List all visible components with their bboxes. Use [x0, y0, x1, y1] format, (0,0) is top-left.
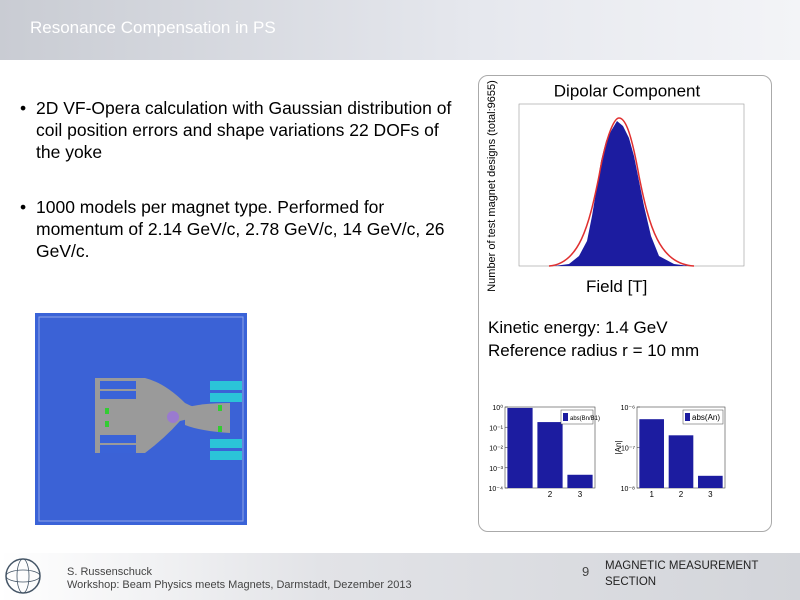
x-tick-label: 1 [649, 490, 654, 498]
y-axis-label: Number of test magnet designs (total:965… [486, 80, 498, 292]
y-tick-label: 10⁰ [492, 404, 503, 412]
y-tick-label: 10⁻¹ [489, 425, 503, 432]
page-number: 9 [582, 564, 590, 579]
bullet: 1000 models per magnet type. Performed f… [18, 196, 456, 262]
histogram-figure: Dipolar Component Number of test magnet … [486, 80, 745, 292]
legend-box [560, 409, 594, 425]
y-tick-label: 10⁻⁴ [489, 486, 504, 493]
bar [639, 419, 664, 488]
legend-label: abs(An) [692, 413, 720, 422]
magnet-figure [35, 313, 247, 525]
note: Kinetic energy: 1.4 GeV [488, 318, 668, 337]
bar [507, 407, 533, 488]
legend-swatch [563, 413, 568, 421]
legend-box [682, 409, 724, 425]
bar [668, 435, 694, 488]
bar [537, 422, 563, 488]
legend-swatch [685, 413, 690, 421]
x-tick-label: 3 [708, 490, 713, 498]
x-axis-label: Field [T] [586, 277, 648, 296]
section-name: MAGNETIC MEASUREMENT [605, 560, 759, 572]
y-tick-label: 10⁻³ [489, 466, 503, 473]
bullet: 2D VF-Opera calculation with Gaussian di… [18, 97, 456, 163]
bar [567, 474, 593, 488]
legend-label: abs(Bn/B1) [570, 416, 600, 422]
bar-chart: 10⁻⁶ 10⁻⁷ 10⁻⁸ |An| abs(An) 1 2 3 [615, 405, 726, 498]
header-band: Resonance Compensation in PS [0, 0, 800, 60]
y-axis-label: |An| [615, 441, 623, 455]
slide-title: Resonance Compensation in PS [30, 18, 276, 37]
y-tick-label: 10⁻⁷ [621, 446, 635, 453]
y-tick-label: 10⁻² [489, 446, 503, 453]
y-tick-label: 10⁻⁸ [621, 486, 635, 493]
figure-title: Dipolar Component [554, 81, 701, 100]
bar-chart: 10⁰ 10⁻¹ 10⁻² 10⁻³ 10⁻⁴ abs(Bn/B1) 2 3 [489, 404, 601, 498]
x-tick-label: 3 [578, 490, 583, 498]
footer-event: Workshop: Beam Physics meets Magnets, Da… [67, 579, 412, 591]
figure-frame [478, 75, 772, 532]
footer-band [0, 553, 800, 600]
x-tick-label: 2 [548, 490, 553, 498]
bar [698, 475, 723, 488]
x-tick-label: 2 [679, 490, 684, 498]
cern-logo [5, 558, 41, 594]
note: Reference radius r = 10 mm [488, 341, 700, 360]
section-name: SECTION [605, 576, 657, 588]
y-tick-label: 10⁻⁶ [621, 405, 635, 412]
footer-author: S. Russenschuck [67, 566, 152, 578]
